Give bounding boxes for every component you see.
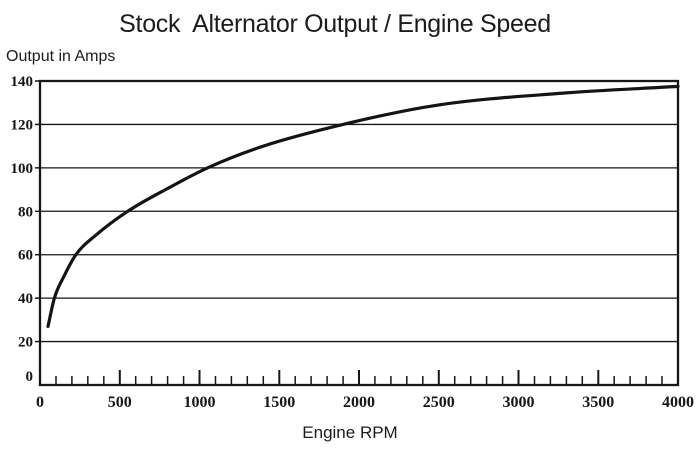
- svg-text:3000: 3000: [503, 394, 535, 411]
- x-axis-major-ticks: [118, 370, 600, 384]
- h-gridlines: [40, 123, 678, 343]
- svg-text:60: 60: [18, 248, 33, 264]
- svg-text:2000: 2000: [343, 394, 375, 411]
- svg-text:0: 0: [36, 394, 44, 411]
- svg-text:3500: 3500: [582, 394, 614, 411]
- svg-text:100: 100: [11, 161, 34, 177]
- x-tick-labels: 0 500 1000 1500 2000 2500 3000 3500 4000: [36, 394, 694, 411]
- output-curve: [46, 84, 680, 328]
- svg-text:1000: 1000: [184, 394, 216, 411]
- svg-text:120: 120: [11, 117, 34, 133]
- svg-text:20: 20: [18, 335, 33, 351]
- svg-text:0: 0: [26, 369, 34, 385]
- svg-text:1500: 1500: [263, 394, 295, 411]
- svg-text:40: 40: [18, 291, 33, 307]
- svg-text:500: 500: [108, 394, 132, 411]
- svg-text:4000: 4000: [662, 394, 694, 411]
- svg-text:80: 80: [18, 204, 33, 220]
- chart-title: Stock Alternator Output / Engine Speed: [119, 10, 551, 38]
- svg-text:140: 140: [11, 74, 34, 90]
- svg-text:2500: 2500: [423, 394, 455, 411]
- y-tick-labels: 0 20 40 60 80 100 120 140: [11, 74, 34, 385]
- x-axis-minor-ticks: [55, 376, 663, 384]
- x-axis-title: Engine RPM: [302, 423, 398, 442]
- y-axis-title: Output in Amps: [6, 48, 116, 65]
- plot-border: [38, 79, 680, 387]
